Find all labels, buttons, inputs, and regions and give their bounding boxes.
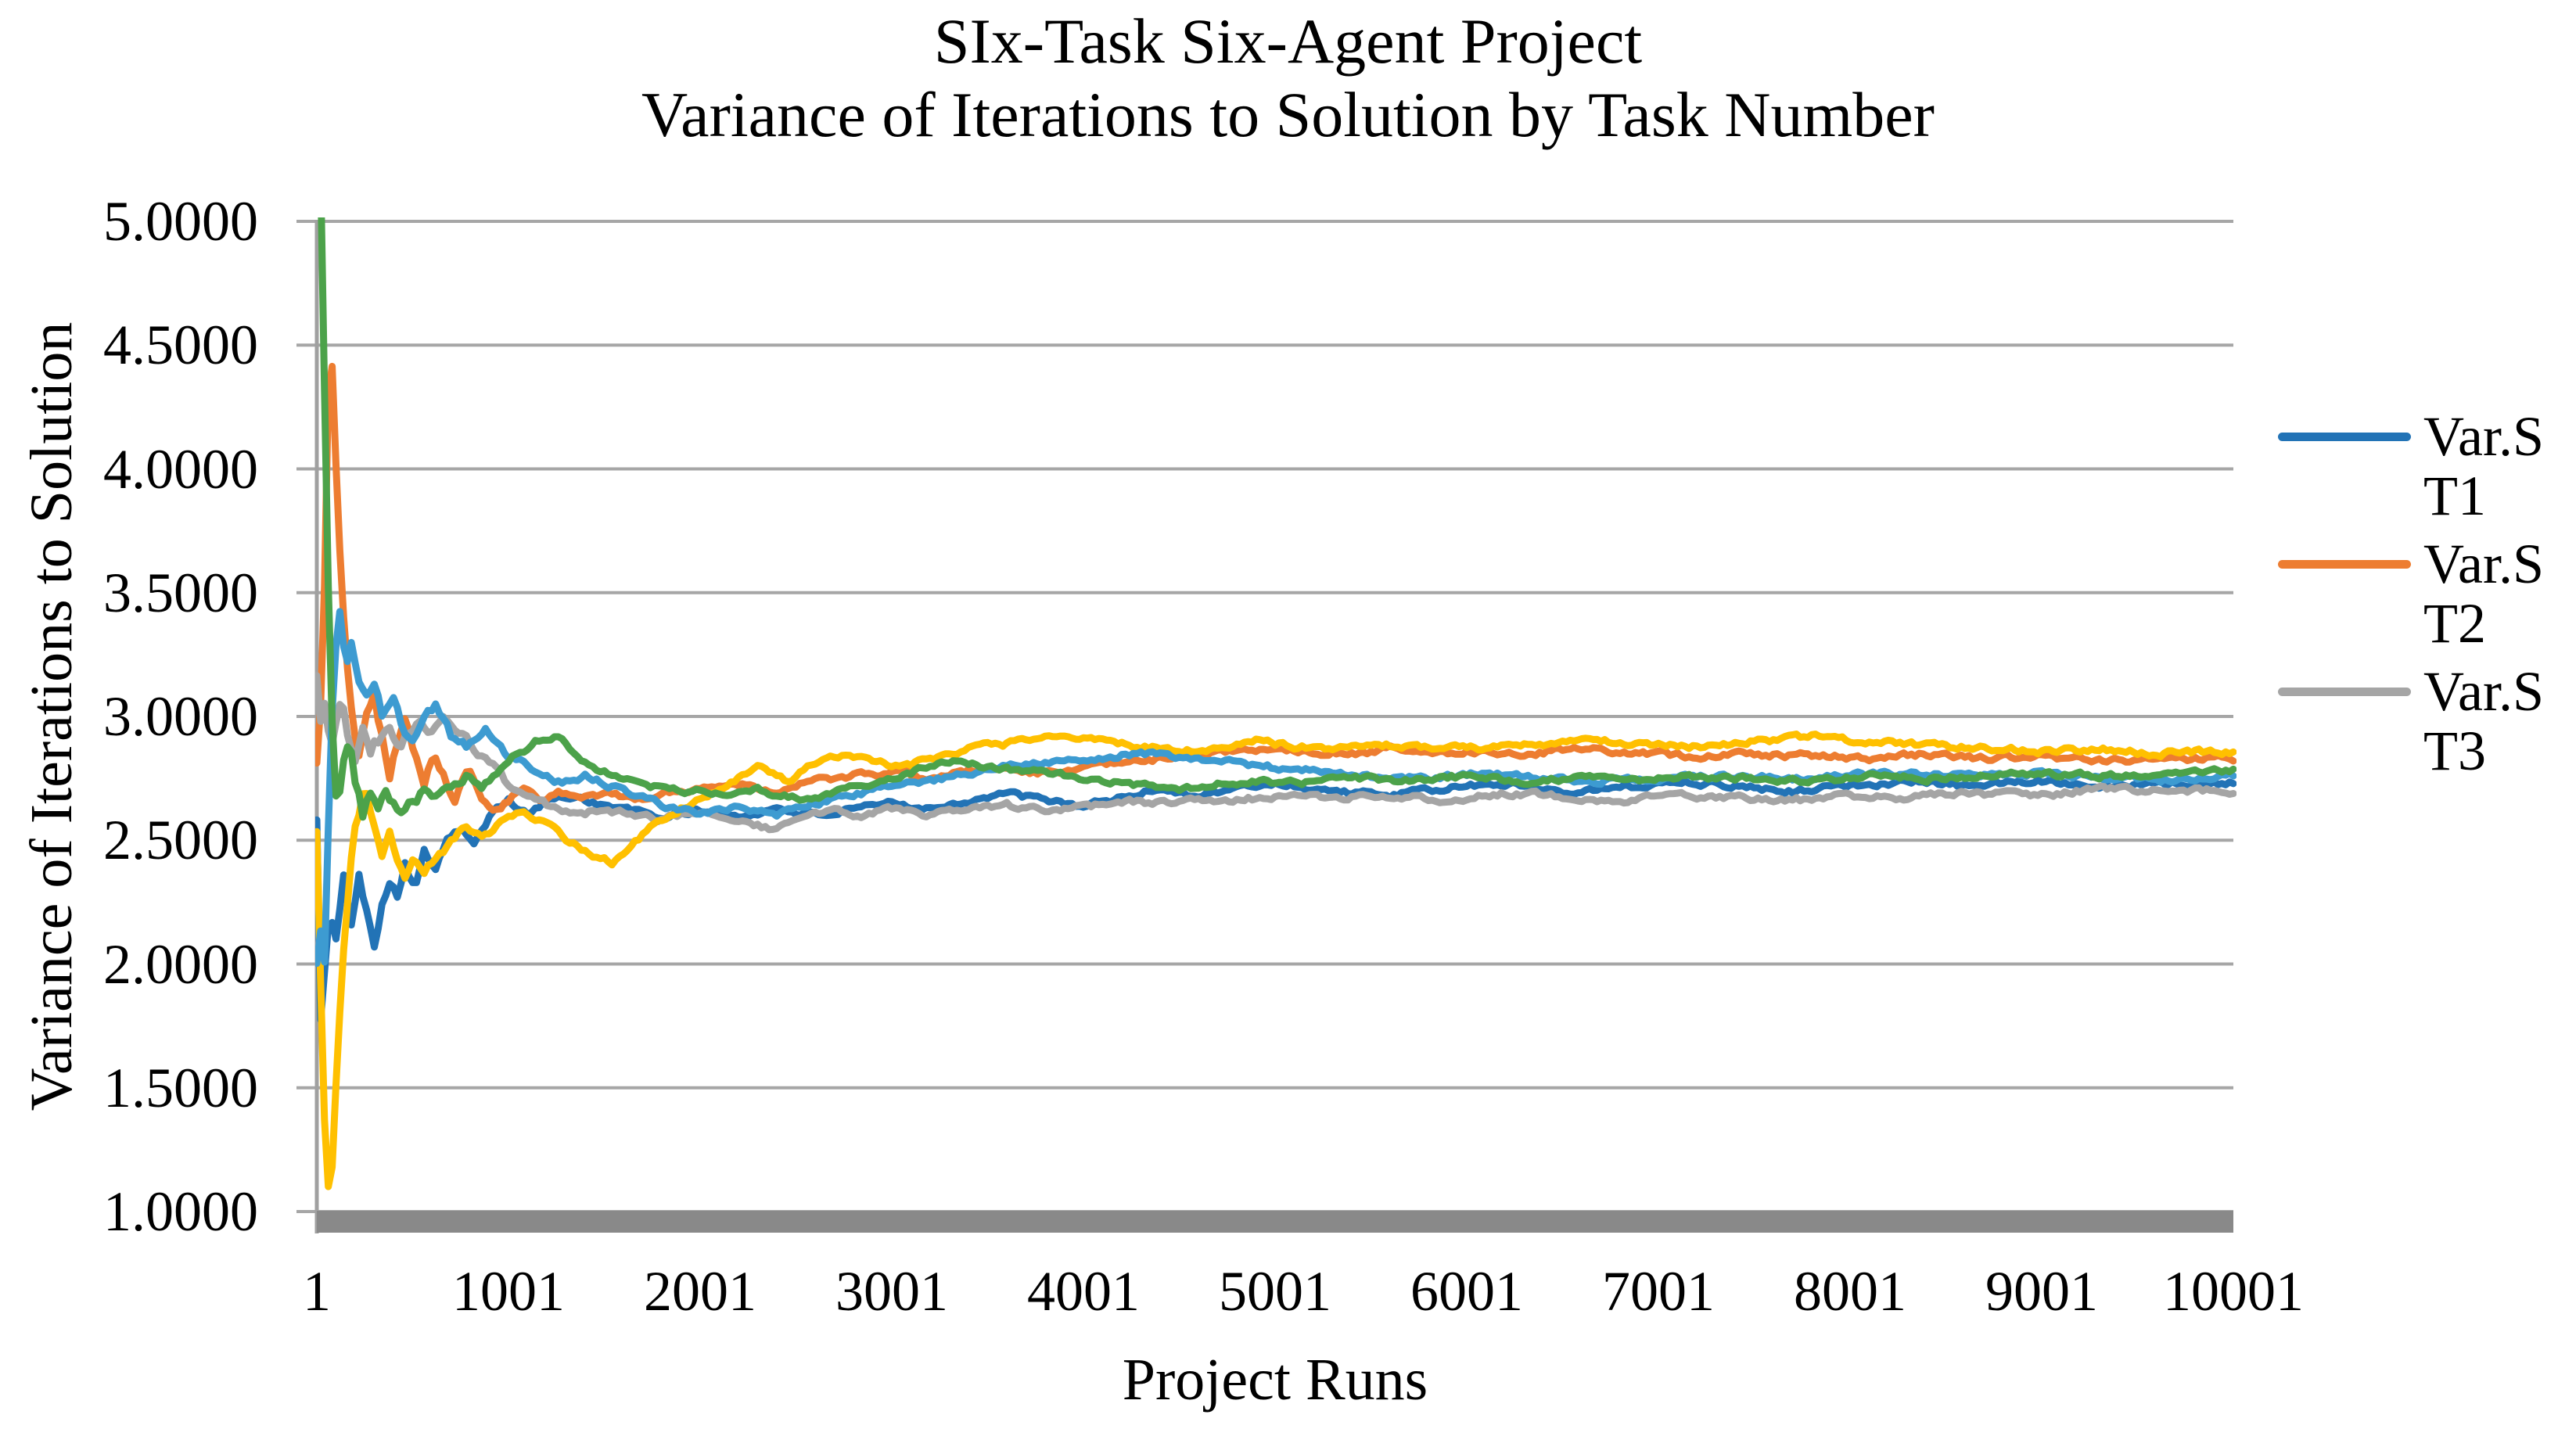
x-axis-bar bbox=[317, 1211, 2233, 1233]
x-axis-tick-label: 3001 bbox=[835, 1260, 948, 1323]
x-axis-tick-label: 9001 bbox=[1985, 1260, 2098, 1323]
x-axis-tick-label: 10001 bbox=[2163, 1260, 2304, 1323]
legend-entry-t1: Var.S T1 bbox=[2273, 407, 2576, 532]
x-axis-tick-label: 2001 bbox=[644, 1260, 756, 1323]
y-axis-tick-label: 1.0000 bbox=[103, 1180, 258, 1243]
x-axis-tick-label: 4001 bbox=[1027, 1260, 1140, 1323]
x-axis-tick-label: 5001 bbox=[1219, 1260, 1331, 1323]
x-axis-tick-label: 7001 bbox=[1602, 1260, 1715, 1323]
legend-label-series: Var.S bbox=[2423, 533, 2545, 595]
legend-swatch-line bbox=[2278, 688, 2411, 696]
series-line-var-s-t4 bbox=[315, 731, 2236, 1190]
legend-swatch-line bbox=[2278, 433, 2411, 441]
y-axis-tick-label: 2.0000 bbox=[103, 932, 258, 996]
y-axis-tick-label: 1.5000 bbox=[103, 1056, 258, 1119]
y-axis-tick-label: 2.5000 bbox=[103, 809, 258, 872]
x-axis-tick-label: 8001 bbox=[1794, 1260, 1906, 1323]
y-axis-tick-label: 4.0000 bbox=[103, 437, 258, 501]
legend-swatch-line bbox=[2278, 560, 2411, 569]
legend-label-task: T3 bbox=[2423, 720, 2486, 782]
legend-label-task: T2 bbox=[2423, 592, 2486, 655]
x-axis-title: Project Runs bbox=[1122, 1347, 1428, 1413]
y-axis-tick-label: 4.5000 bbox=[103, 314, 258, 377]
series-line-var-s-t3 bbox=[315, 672, 2236, 834]
legend-label: Var.S T2 bbox=[2423, 534, 2544, 653]
series-line-var-s-t5 bbox=[315, 608, 2236, 968]
y-axis-tick-label: 3.0000 bbox=[103, 685, 258, 748]
x-axis-tick-label: 6001 bbox=[1410, 1260, 1523, 1323]
chart-title-line1: SIx-Task Six-Agent Project bbox=[933, 5, 1643, 77]
legend-entry-t2: Var.S T2 bbox=[2273, 534, 2576, 659]
legend-entry-t3: Var.S T3 bbox=[2273, 662, 2576, 787]
series-line-var-s-t1 bbox=[315, 776, 2236, 1024]
legend-label: Var.S T3 bbox=[2423, 662, 2544, 781]
legend-label-series: Var.S bbox=[2423, 660, 2545, 723]
legend-label-task: T1 bbox=[2423, 465, 2486, 527]
legend-label: Var.S T1 bbox=[2423, 407, 2544, 526]
x-axis-tick-label: 1001 bbox=[452, 1260, 565, 1323]
legend-label-series: Var.S bbox=[2423, 405, 2545, 468]
chart-title-line2: Variance of Iterations to Solution by Ta… bbox=[641, 79, 1935, 150]
series-line-var-s-t6 bbox=[318, 217, 2236, 821]
x-axis-tick-label: 1 bbox=[303, 1260, 331, 1323]
y-axis-tick-label: 5.0000 bbox=[103, 190, 258, 253]
y-axis-tick-label: 3.5000 bbox=[103, 561, 258, 624]
